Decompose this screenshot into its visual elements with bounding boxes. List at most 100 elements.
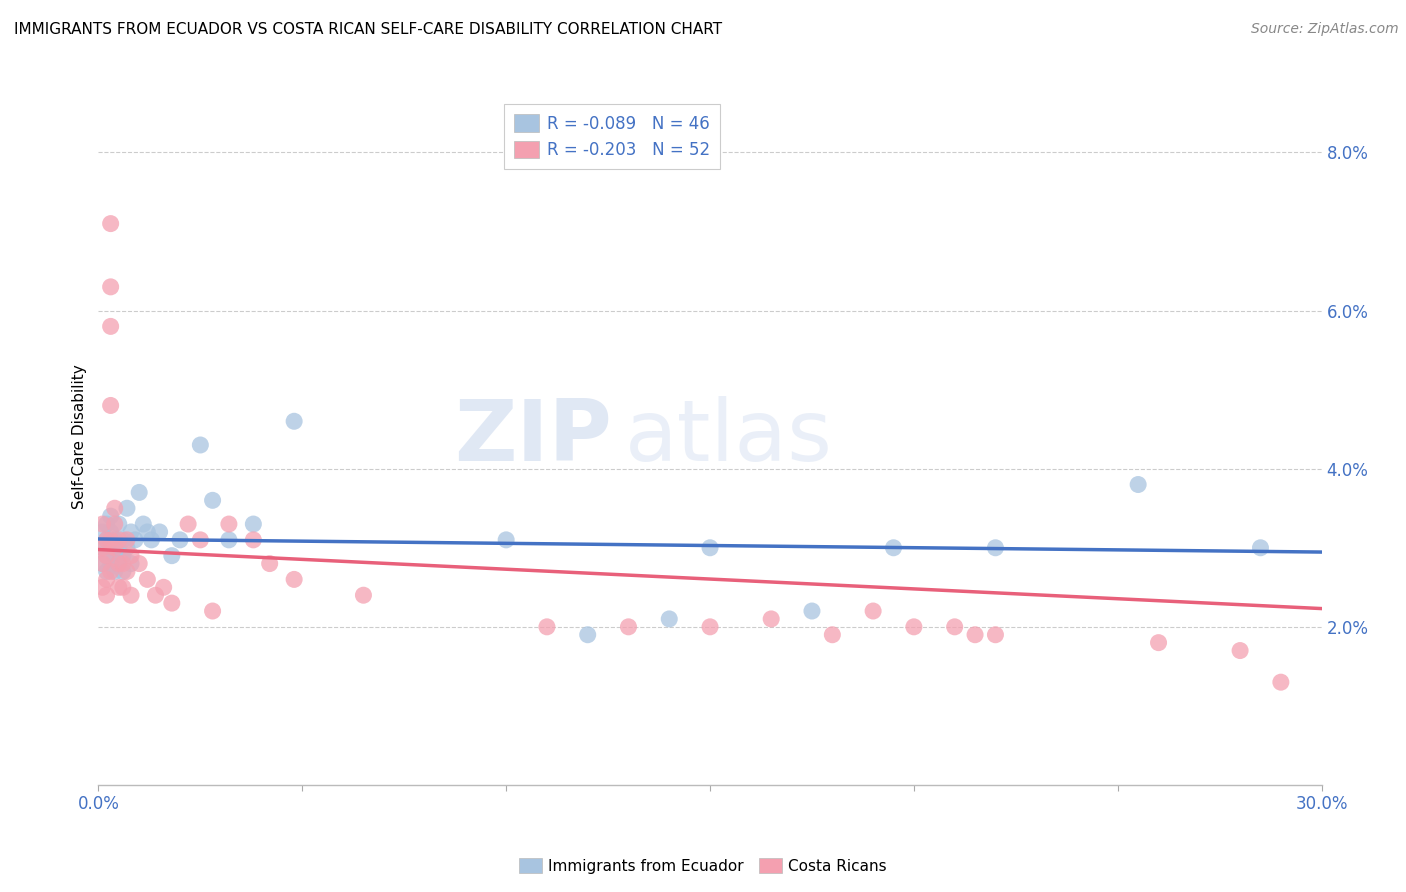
Point (984, 628, 1007, 642)
Point (495, 533, 517, 547)
Point (115, 541, 138, 555)
Point (699, 541, 721, 555)
Point (100, 565, 122, 579)
Point (903, 620, 925, 634)
Point (943, 620, 966, 634)
Point (201, 604, 224, 618)
Point (128, 485, 150, 500)
Point (96, 533, 118, 547)
Point (104, 565, 127, 579)
Point (152, 580, 174, 594)
Point (91, 524, 114, 539)
Point (96, 573, 118, 587)
Point (1128, 477, 1150, 491)
Point (111, 565, 134, 579)
Point (136, 573, 159, 587)
Point (201, 493, 224, 508)
Point (108, 580, 131, 594)
Point (984, 541, 1007, 555)
Point (283, 414, 305, 428)
Point (862, 604, 884, 618)
Point (283, 573, 305, 587)
Point (965, 628, 987, 642)
Point (124, 533, 146, 547)
Text: atlas: atlas (624, 395, 832, 479)
Point (120, 588, 142, 602)
Point (120, 549, 142, 563)
Point (111, 549, 134, 563)
Point (259, 557, 281, 571)
Point (132, 516, 155, 531)
Point (108, 557, 131, 571)
Point (91, 557, 114, 571)
Point (188, 533, 212, 547)
Point (100, 280, 122, 294)
Point (100, 533, 122, 547)
Point (1249, 541, 1271, 555)
Point (128, 557, 150, 571)
Point (111, 557, 134, 571)
Point (104, 501, 127, 516)
Point (145, 588, 167, 602)
Point (115, 565, 138, 579)
Point (1147, 635, 1170, 649)
Text: ZIP: ZIP (454, 395, 612, 479)
Point (883, 541, 905, 555)
Point (821, 628, 844, 642)
Point (96, 549, 118, 563)
Point (100, 319, 122, 334)
Point (108, 541, 131, 555)
Point (160, 596, 183, 610)
Point (96, 516, 118, 531)
Point (120, 524, 142, 539)
Point (188, 438, 212, 452)
Point (242, 516, 264, 531)
Point (111, 533, 134, 547)
Point (100, 541, 122, 555)
Point (1229, 643, 1251, 657)
Point (100, 557, 122, 571)
Point (96, 533, 118, 547)
Point (136, 524, 159, 539)
Point (115, 533, 138, 547)
Point (104, 533, 127, 547)
Point (617, 620, 640, 634)
Point (104, 541, 127, 555)
Legend: Immigrants from Ecuador, Costa Ricans: Immigrants from Ecuador, Costa Ricans (513, 852, 893, 880)
Point (104, 549, 127, 563)
Point (108, 557, 131, 571)
Point (100, 399, 122, 413)
Point (96, 549, 118, 563)
Point (177, 516, 200, 531)
Point (120, 557, 142, 571)
Point (699, 620, 721, 634)
Point (761, 612, 783, 626)
Point (111, 580, 134, 594)
Point (576, 628, 599, 642)
Point (141, 533, 163, 547)
Point (91, 557, 114, 571)
Text: IMMIGRANTS FROM ECUADOR VS COSTA RICAN SELF-CARE DISABILITY CORRELATION CHART: IMMIGRANTS FROM ECUADOR VS COSTA RICAN S… (14, 22, 723, 37)
Point (801, 604, 824, 618)
Point (115, 501, 138, 516)
Point (108, 533, 131, 547)
Point (169, 533, 191, 547)
Point (658, 612, 681, 626)
Point (96, 565, 118, 579)
Text: Source: ZipAtlas.com: Source: ZipAtlas.com (1251, 22, 1399, 37)
Y-axis label: Self-Care Disability: Self-Care Disability (72, 365, 87, 509)
Point (100, 524, 122, 539)
Point (536, 620, 558, 634)
Point (1270, 675, 1292, 690)
Point (91, 541, 114, 555)
Point (91, 541, 114, 555)
Point (218, 533, 240, 547)
Point (100, 509, 122, 524)
Point (91, 516, 114, 531)
Legend: R = -0.089   N = 46, R = -0.203   N = 52: R = -0.089 N = 46, R = -0.203 N = 52 (503, 104, 720, 169)
Point (104, 516, 127, 531)
Point (160, 549, 183, 563)
Point (108, 516, 131, 531)
Point (91, 580, 114, 594)
Point (100, 217, 122, 231)
